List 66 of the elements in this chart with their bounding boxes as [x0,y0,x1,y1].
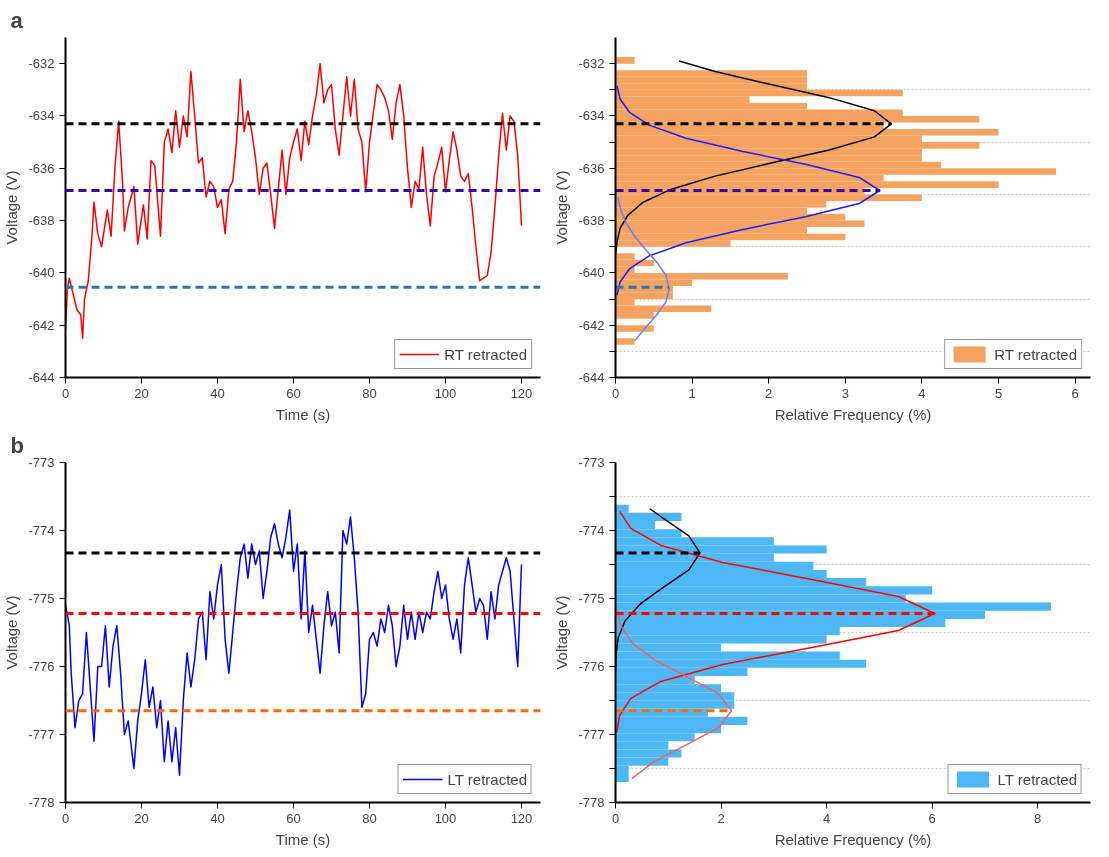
x-tick-label: 40 [210,385,225,401]
x-tick-label: 1 [688,385,696,401]
legend-label: LT retracted [447,770,527,788]
legend-label: RT retracted [994,345,1077,363]
x-tick-label: 60 [286,810,301,826]
legend-label: RT retracted [444,345,527,363]
y-tick-label: -640 [578,265,605,281]
x-tick-label: 100 [434,385,457,401]
x-tick-label: 2 [765,385,773,401]
x-axis-title: Relative Frequency (%) [774,405,932,423]
x-tick-label: 120 [510,385,533,401]
y-tick-label: -642 [578,317,605,333]
y-tick-label: -644 [578,370,605,385]
x-tick-label: 80 [362,385,377,401]
y-tick-label: -632 [578,56,605,72]
y-tick-label: -778 [28,795,55,810]
y-axis-title: Voltage (V) [3,595,21,670]
y-tick-label: -775 [578,591,605,606]
y-tick-label: -644 [28,370,55,385]
y-axis-title: Voltage (V) [3,170,21,245]
y-tick-label: -777 [28,727,55,742]
x-tick-label: 2 [717,810,725,826]
x-tick-label: 40 [210,810,225,826]
y-tick-label: -634 [578,108,605,124]
y-tick-label: -777 [578,727,605,742]
y-tick-label: -640 [28,265,55,281]
y-tick-label: -774 [28,523,55,538]
y-tick-label: -773 [578,455,605,470]
y-tick-label: -638 [578,213,605,229]
y-tick-label: -774 [578,523,605,538]
legend-label: LT retracted [997,770,1077,788]
y-tick-label: -773 [28,455,55,470]
y-axis-title: Voltage (V) [553,170,571,245]
text: b [10,432,24,458]
y-tick-label: -636 [28,160,55,176]
x-tick-label: 0 [61,810,70,826]
x-tick-label: 60 [286,385,301,401]
x-tick-label: 0 [61,385,70,401]
y-tick-label: -634 [28,108,55,124]
x-tick-label: 3 [841,385,849,401]
y-tick-label: -776 [28,659,55,674]
y-tick-label: -775 [28,591,55,606]
x-tick-label: 100 [434,810,457,826]
x-axis-title: Time (s) [275,830,331,848]
x-tick-label: 0 [611,810,620,826]
y-tick-label: -636 [578,160,605,176]
y-tick-label: -776 [578,659,605,674]
x-tick-label: 4 [823,810,831,826]
x-tick-label: 0 [611,385,620,401]
x-tick-label: 20 [134,810,149,826]
x-tick-label: 6 [1071,385,1079,401]
x-axis-title: Relative Frequency (%) [774,830,932,848]
y-tick-label: -632 [28,56,55,72]
x-tick-label: 80 [362,810,377,826]
x-tick-label: 120 [510,810,533,826]
text: a [10,7,24,33]
x-axis-title: Time (s) [275,405,331,423]
x-tick-label: 6 [928,810,936,826]
y-tick-label: -778 [578,795,605,810]
y-tick-label: -638 [28,213,55,229]
x-tick-label: 8 [1034,810,1042,826]
x-tick-label: 20 [134,385,149,401]
y-axis-title: Voltage (V) [553,595,571,670]
y-tick-label: -642 [28,317,55,333]
x-tick-label: 5 [994,385,1003,401]
x-tick-label: 4 [918,385,926,401]
